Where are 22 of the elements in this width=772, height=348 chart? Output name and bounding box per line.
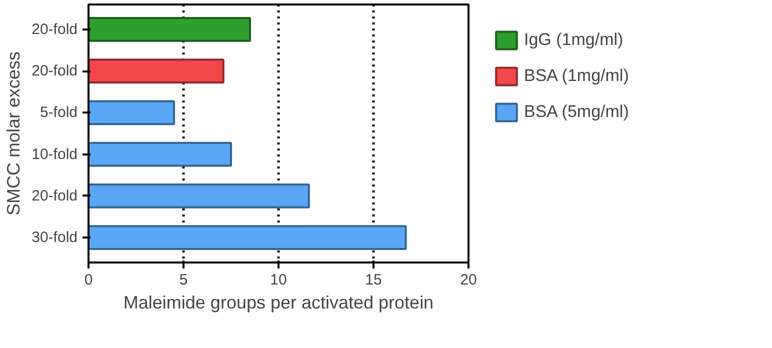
x-tick-label: 0 bbox=[84, 272, 93, 288]
bar bbox=[88, 225, 407, 250]
y-tick-label: 20-fold bbox=[32, 62, 78, 80]
legend-label: IgG (1mg/ml) bbox=[524, 30, 624, 50]
bar bbox=[88, 183, 310, 208]
legend-label: BSA (1mg/ml) bbox=[524, 66, 629, 86]
x-tick-label: 5 bbox=[179, 272, 188, 288]
x-axis-title: Maleimide groups per activated protein bbox=[123, 292, 434, 312]
bar bbox=[88, 100, 175, 126]
legend-label: BSA (5mg/ml) bbox=[524, 102, 629, 122]
x-tick-label: 10 bbox=[270, 272, 287, 288]
y-tick-label: 20-fold bbox=[32, 20, 78, 38]
x-tick-label: 20 bbox=[460, 272, 477, 288]
bar bbox=[88, 17, 251, 42]
y-tick-label: 30-fold bbox=[32, 229, 78, 246]
bar bbox=[88, 58, 224, 84]
y-tick-label: 10-fold bbox=[32, 146, 78, 163]
bar bbox=[88, 142, 232, 167]
x-tick-label: 15 bbox=[365, 272, 382, 288]
y-tick-label: 20-fold bbox=[32, 187, 78, 204]
y-axis-title: SMCC molar excess bbox=[4, 51, 24, 216]
y-tick-label: 5-fold bbox=[40, 104, 78, 122]
